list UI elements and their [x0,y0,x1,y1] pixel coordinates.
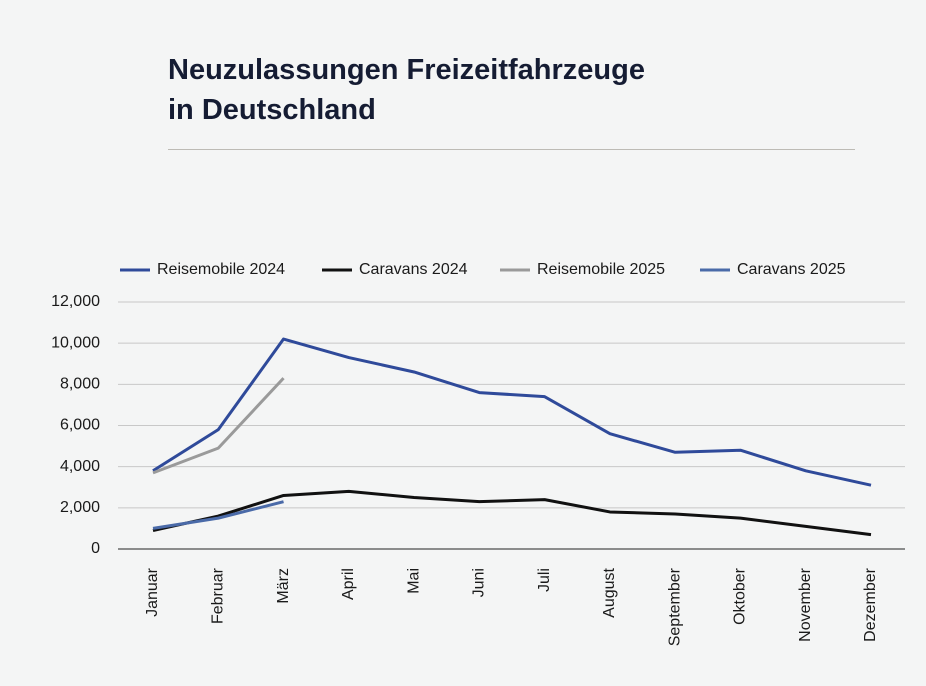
y-tick-label: 6,000 [60,417,100,434]
x-tick-label: Oktober [732,567,749,625]
series-line [152,500,284,530]
x-tick-label: März [275,568,292,604]
series-line [152,337,872,487]
series-line [152,489,872,537]
x-tick-label: Dezember [862,567,879,641]
x-tick-label: Juni [471,568,488,597]
x-tick-label: April [340,568,357,600]
y-tick-label: 0 [91,540,100,557]
legend-label: Reisemobile 2025 [537,261,665,278]
x-tick-label: Januar [144,567,161,617]
x-tick-label: Juli [536,568,553,592]
legend-label: Reisemobile 2024 [157,261,285,278]
x-tick-label: November [797,567,814,641]
y-tick-label: 8,000 [60,376,100,393]
y-tick-label: 2,000 [60,499,100,516]
series-line [152,377,285,475]
legend-label: Caravans 2024 [359,261,468,278]
y-tick-label: 4,000 [60,458,100,475]
x-tick-label: September [666,567,683,646]
y-tick-label: 12,000 [51,293,100,310]
divider [168,149,855,150]
x-tick-label: Mai [405,568,422,594]
legend-label: Caravans 2025 [737,261,846,278]
x-tick-label: Februar [209,567,226,624]
y-tick-label: 10,000 [51,334,100,351]
chart-title: Neuzulassungen Freizeitfahrzeuge in Deut… [168,54,645,126]
x-tick-label: August [601,567,618,617]
